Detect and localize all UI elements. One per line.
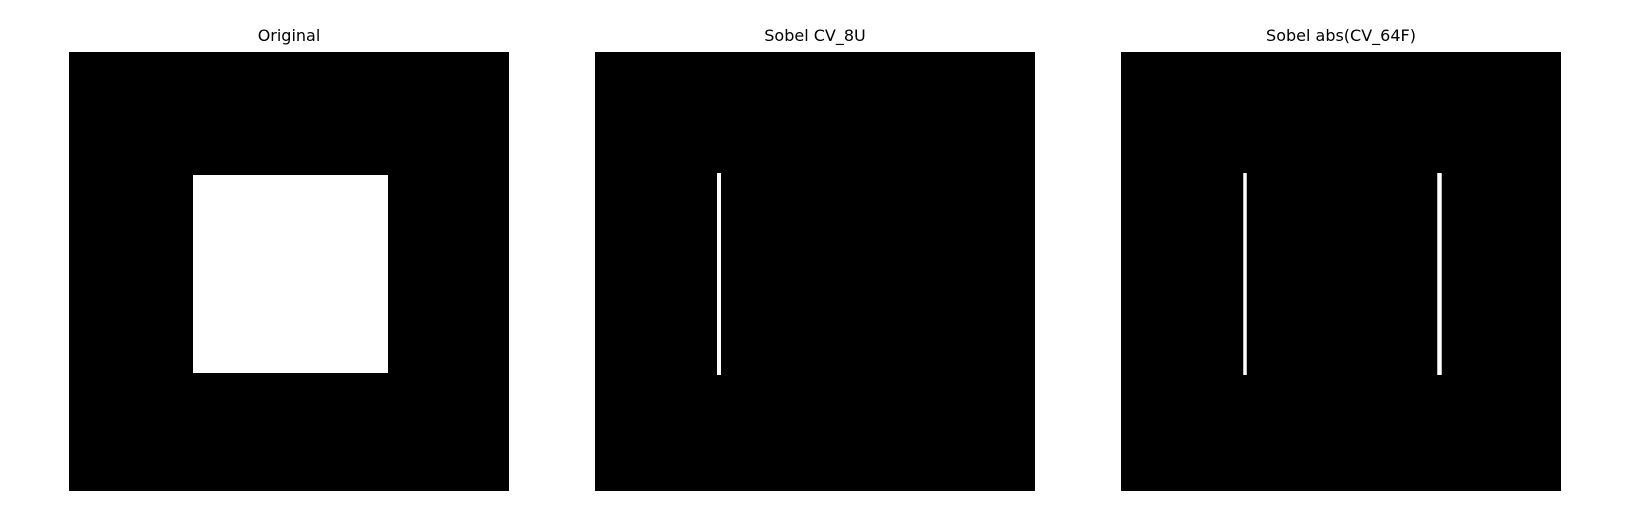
panel-title-original: Original [257, 26, 321, 45]
edge-line-left [1243, 173, 1247, 375]
edge-line-left [717, 173, 721, 375]
panel-title-sobel-abs-64f: Sobel abs(CV_64F) [1266, 26, 1416, 45]
image-original [69, 52, 509, 491]
white-square [193, 175, 388, 373]
image-sobel-8u [595, 52, 1035, 491]
image-sobel-abs-64f [1121, 52, 1561, 491]
edge-line-right [1437, 173, 1442, 375]
panel-title-sobel-8u: Sobel CV_8U [764, 26, 866, 45]
